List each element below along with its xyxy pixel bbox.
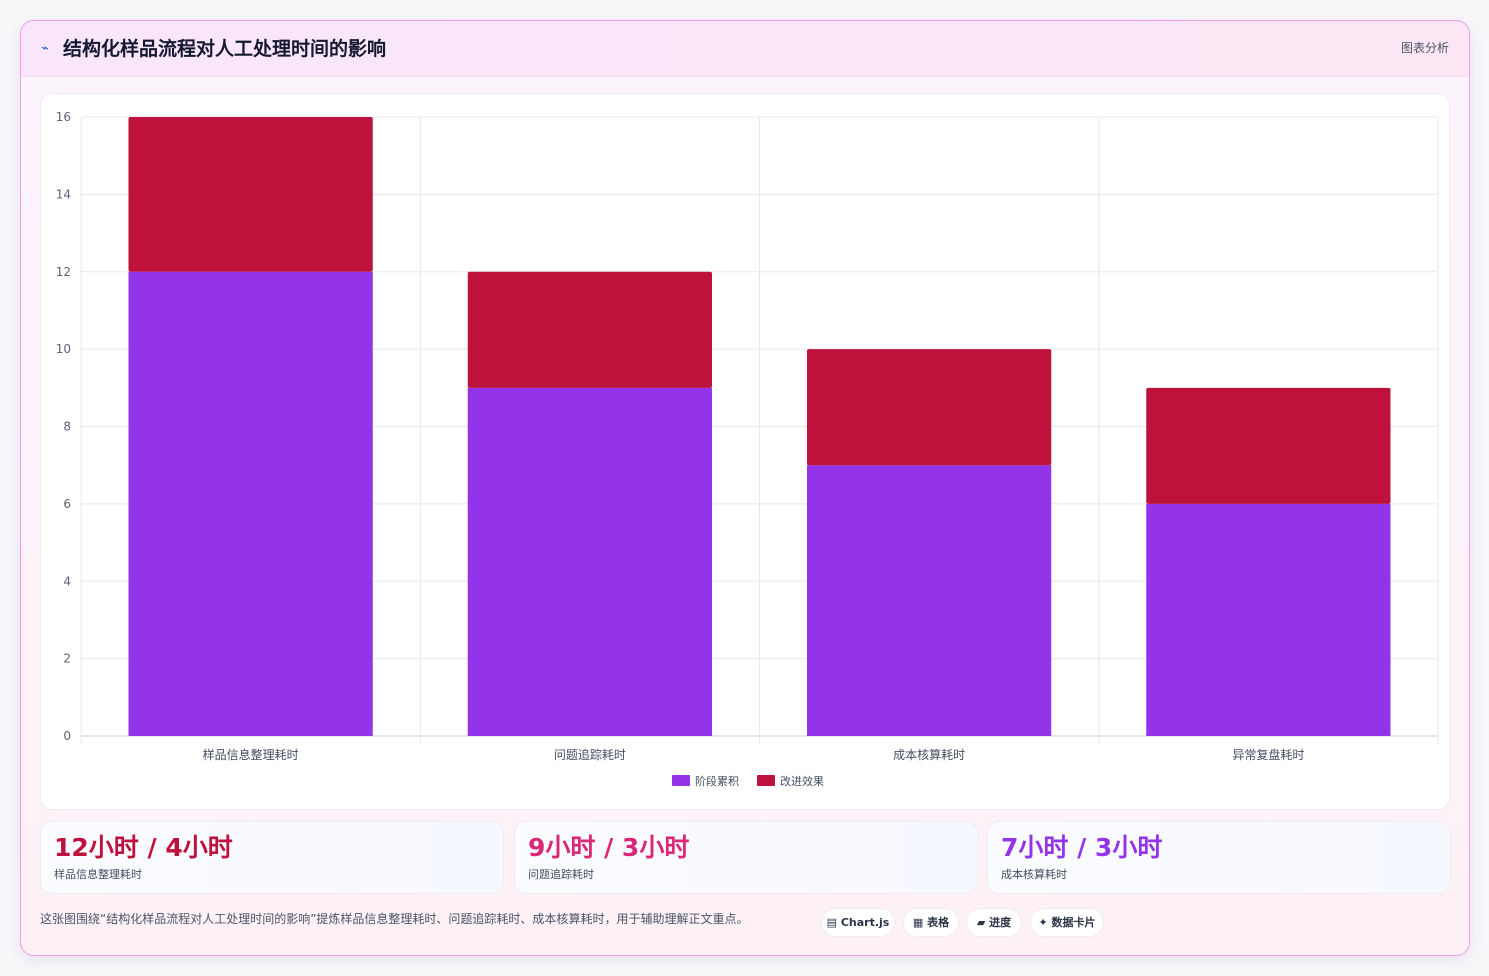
tag-chartjs[interactable]: ▤ Chart.js	[821, 908, 895, 937]
bar-improvement	[128, 117, 373, 272]
bar-improvement	[467, 271, 713, 388]
chart-card: ⌁ 结构化样品流程对人工处理时间的影响 图表分析 0 2 4 6 8 10 12 14 16 样品…	[20, 20, 1470, 956]
bar-cumulative	[806, 465, 1052, 736]
y-tick-label: 6	[63, 497, 71, 511]
bar-cumulative	[1146, 503, 1391, 736]
legend-label: 阶段累积	[695, 774, 739, 788]
stat-card-issue-tracking: 9小时 / 3小时 问题追踪耗时	[514, 821, 978, 894]
bar-improvement	[806, 349, 1052, 466]
stat-card-sample-info: 12小时 / 4小时 样品信息整理耗时	[40, 821, 504, 894]
tag-data-cards[interactable]: ✦ 数据卡片	[1030, 908, 1104, 937]
y-tick-label: 0	[63, 729, 71, 743]
page-title: 结构化样品流程对人工处理时间的影响	[63, 38, 387, 60]
bar-improvement	[1146, 387, 1391, 504]
y-tick-label: 8	[63, 420, 71, 434]
stat-label: 样品信息整理耗时	[54, 868, 142, 881]
y-tick-label: 2	[63, 652, 71, 666]
footer-note: 这张图围绕“结构化样品流程对人工处理时间的影响”提炼样品信息整理耗时、问题追踪耗…	[40, 912, 749, 926]
x-category-label: 问题追踪耗时	[554, 747, 626, 762]
chart-analysis-label: 图表分析	[1400, 41, 1449, 55]
y-tick-label: 16	[56, 110, 71, 124]
stacked-bar-chart: 0 2 4 6 8 10 12 14 16 样品信息整理耗时 问题追踪耗时 成本核算耗时 异常复盘耗时阶…	[56, 110, 1439, 788]
stat-value: 9小时 / 3小时	[528, 833, 690, 862]
stat-label: 成本核算耗时	[1001, 868, 1067, 881]
legend-swatch	[672, 775, 690, 786]
bar-cumulative	[467, 387, 713, 736]
stat-value: 12小时 / 4小时	[54, 833, 233, 862]
legend-label: 改进效果	[780, 774, 824, 788]
x-category-label: 异常复盘耗时	[1232, 747, 1304, 762]
stat-label: 问题追踪耗时	[528, 868, 594, 881]
card-header: ⌁ 结构化样品流程对人工处理时间的影响 图表分析	[21, 21, 1469, 77]
x-category-label: 成本核算耗时	[893, 747, 965, 762]
x-category-label: 样品信息整理耗时	[203, 747, 299, 762]
tag-progress[interactable]: ▰ 进度	[966, 908, 1022, 937]
y-tick-label: 10	[56, 342, 71, 356]
bar-cumulative	[128, 271, 373, 736]
chart-container: 0 2 4 6 8 10 12 14 16 样品信息整理耗时 问题追踪耗时 成本核算耗时 异常复盘耗时阶…	[40, 93, 1450, 810]
chart-icon: ⌁	[41, 41, 49, 56]
tag-table[interactable]: ▦ 表格	[903, 908, 959, 937]
y-tick-label: 14	[56, 187, 71, 201]
y-tick-label: 4	[63, 574, 71, 588]
stat-card-cost-accounting: 7小时 / 3小时 成本核算耗时	[987, 821, 1451, 894]
stat-value: 7小时 / 3小时	[1001, 833, 1163, 862]
legend-swatch	[757, 775, 775, 786]
y-tick-label: 12	[56, 265, 71, 279]
